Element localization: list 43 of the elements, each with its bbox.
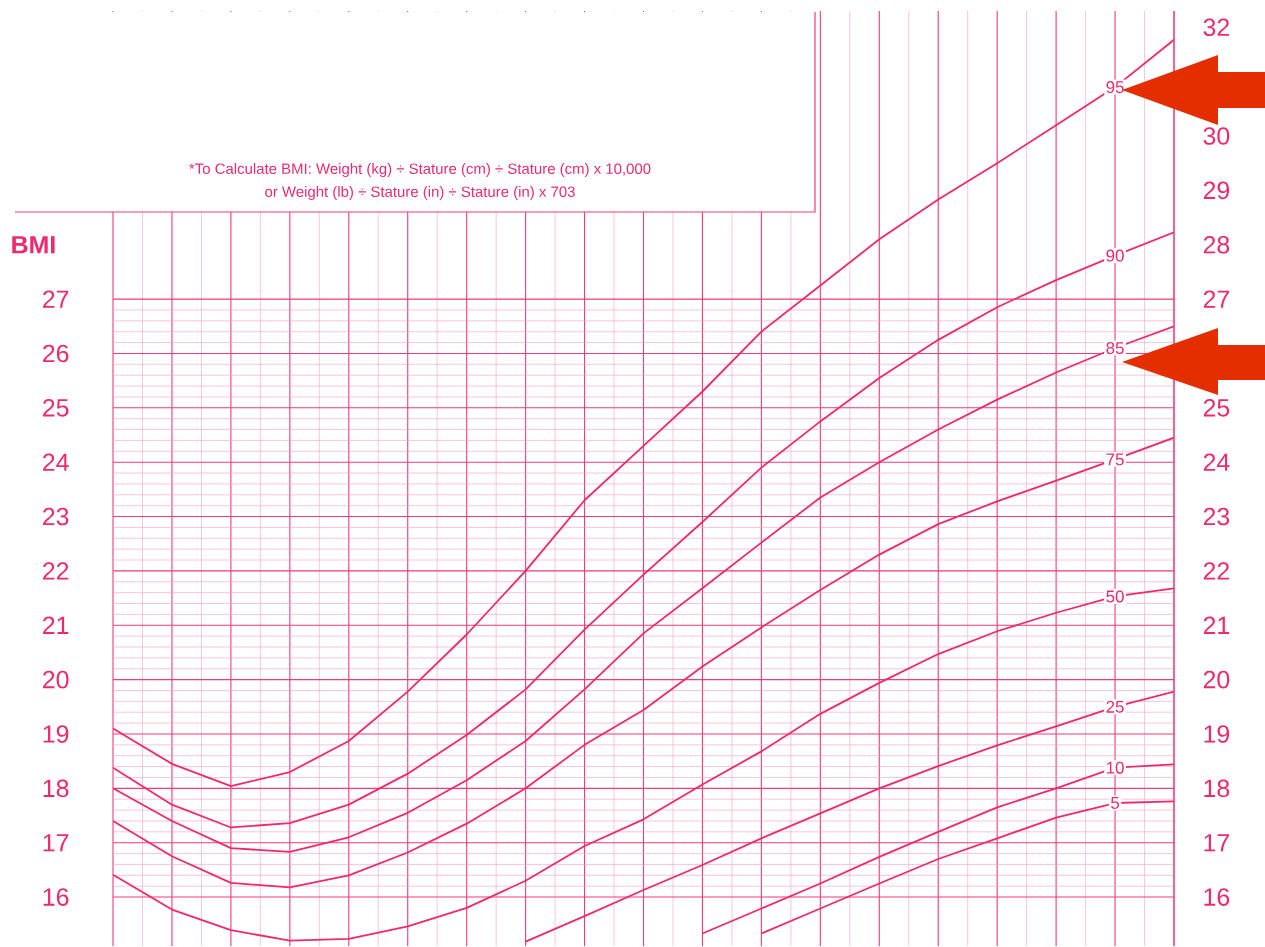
y2-tick-label: 24 <box>1203 453 1230 471</box>
y-tick-label: 25 <box>43 398 69 417</box>
y-tick-label: 24 <box>43 453 69 471</box>
line-series <box>113 38 1174 788</box>
series-label: 10 <box>1106 761 1124 774</box>
y2-tick-label: 25 <box>1203 398 1230 417</box>
y2-tick-label: 28 <box>1203 235 1230 254</box>
y2-tick-label: 30 <box>1203 127 1230 145</box>
line-series <box>113 436 1174 889</box>
y-tick-label: 19 <box>43 725 69 743</box>
y-tick-label: 18 <box>43 779 69 798</box>
y2-tick-label: 16 <box>1204 888 1230 906</box>
y2-tick-label: 29 <box>1203 181 1230 200</box>
annotation: or Weight (lb) ÷ Stature (in) ÷ Stature (in) x 703 <box>265 186 575 200</box>
y-tick-label: 23 <box>43 507 69 526</box>
series-label: 90 <box>1106 249 1124 262</box>
y2-tick-label: 23 <box>1203 507 1230 526</box>
y-axis-title: BMI <box>12 236 55 254</box>
y-tick-label: 27 <box>43 290 69 308</box>
y2-tick-label: 17 <box>1204 834 1229 852</box>
line-series <box>113 587 1174 942</box>
y-tick-label: 21 <box>43 616 69 634</box>
annotation: *To Calculate BMI: Weight (kg) ÷ Stature (cm) ÷ Stature (cm) x 10,000 <box>189 163 651 177</box>
y-tick-label: 17 <box>43 834 69 852</box>
series-label: 85 <box>1106 342 1124 355</box>
series-label: 5 <box>1111 797 1120 809</box>
y-tick-label: 16 <box>43 888 69 906</box>
y2-tick-label: 27 <box>1203 290 1229 308</box>
y2-tick-label: 22 <box>1203 562 1229 580</box>
y2-tick-label: 20 <box>1203 670 1230 689</box>
y2-tick-label: 32 <box>1203 18 1229 37</box>
series-label: 25 <box>1106 700 1124 713</box>
y2-tick-label: 21 <box>1203 616 1230 634</box>
series-label: 50 <box>1106 590 1124 603</box>
line-series <box>113 325 1174 853</box>
line-series <box>113 231 1174 829</box>
y-tick-label: 26 <box>43 344 69 363</box>
series-label: 95 <box>1106 81 1124 94</box>
y-tick-label: 22 <box>43 562 69 580</box>
y2-tick-label: 18 <box>1204 779 1230 798</box>
line-series <box>524 690 1174 943</box>
y-tick-label: 20 <box>43 670 69 689</box>
y2-tick-label: 19 <box>1204 725 1230 743</box>
